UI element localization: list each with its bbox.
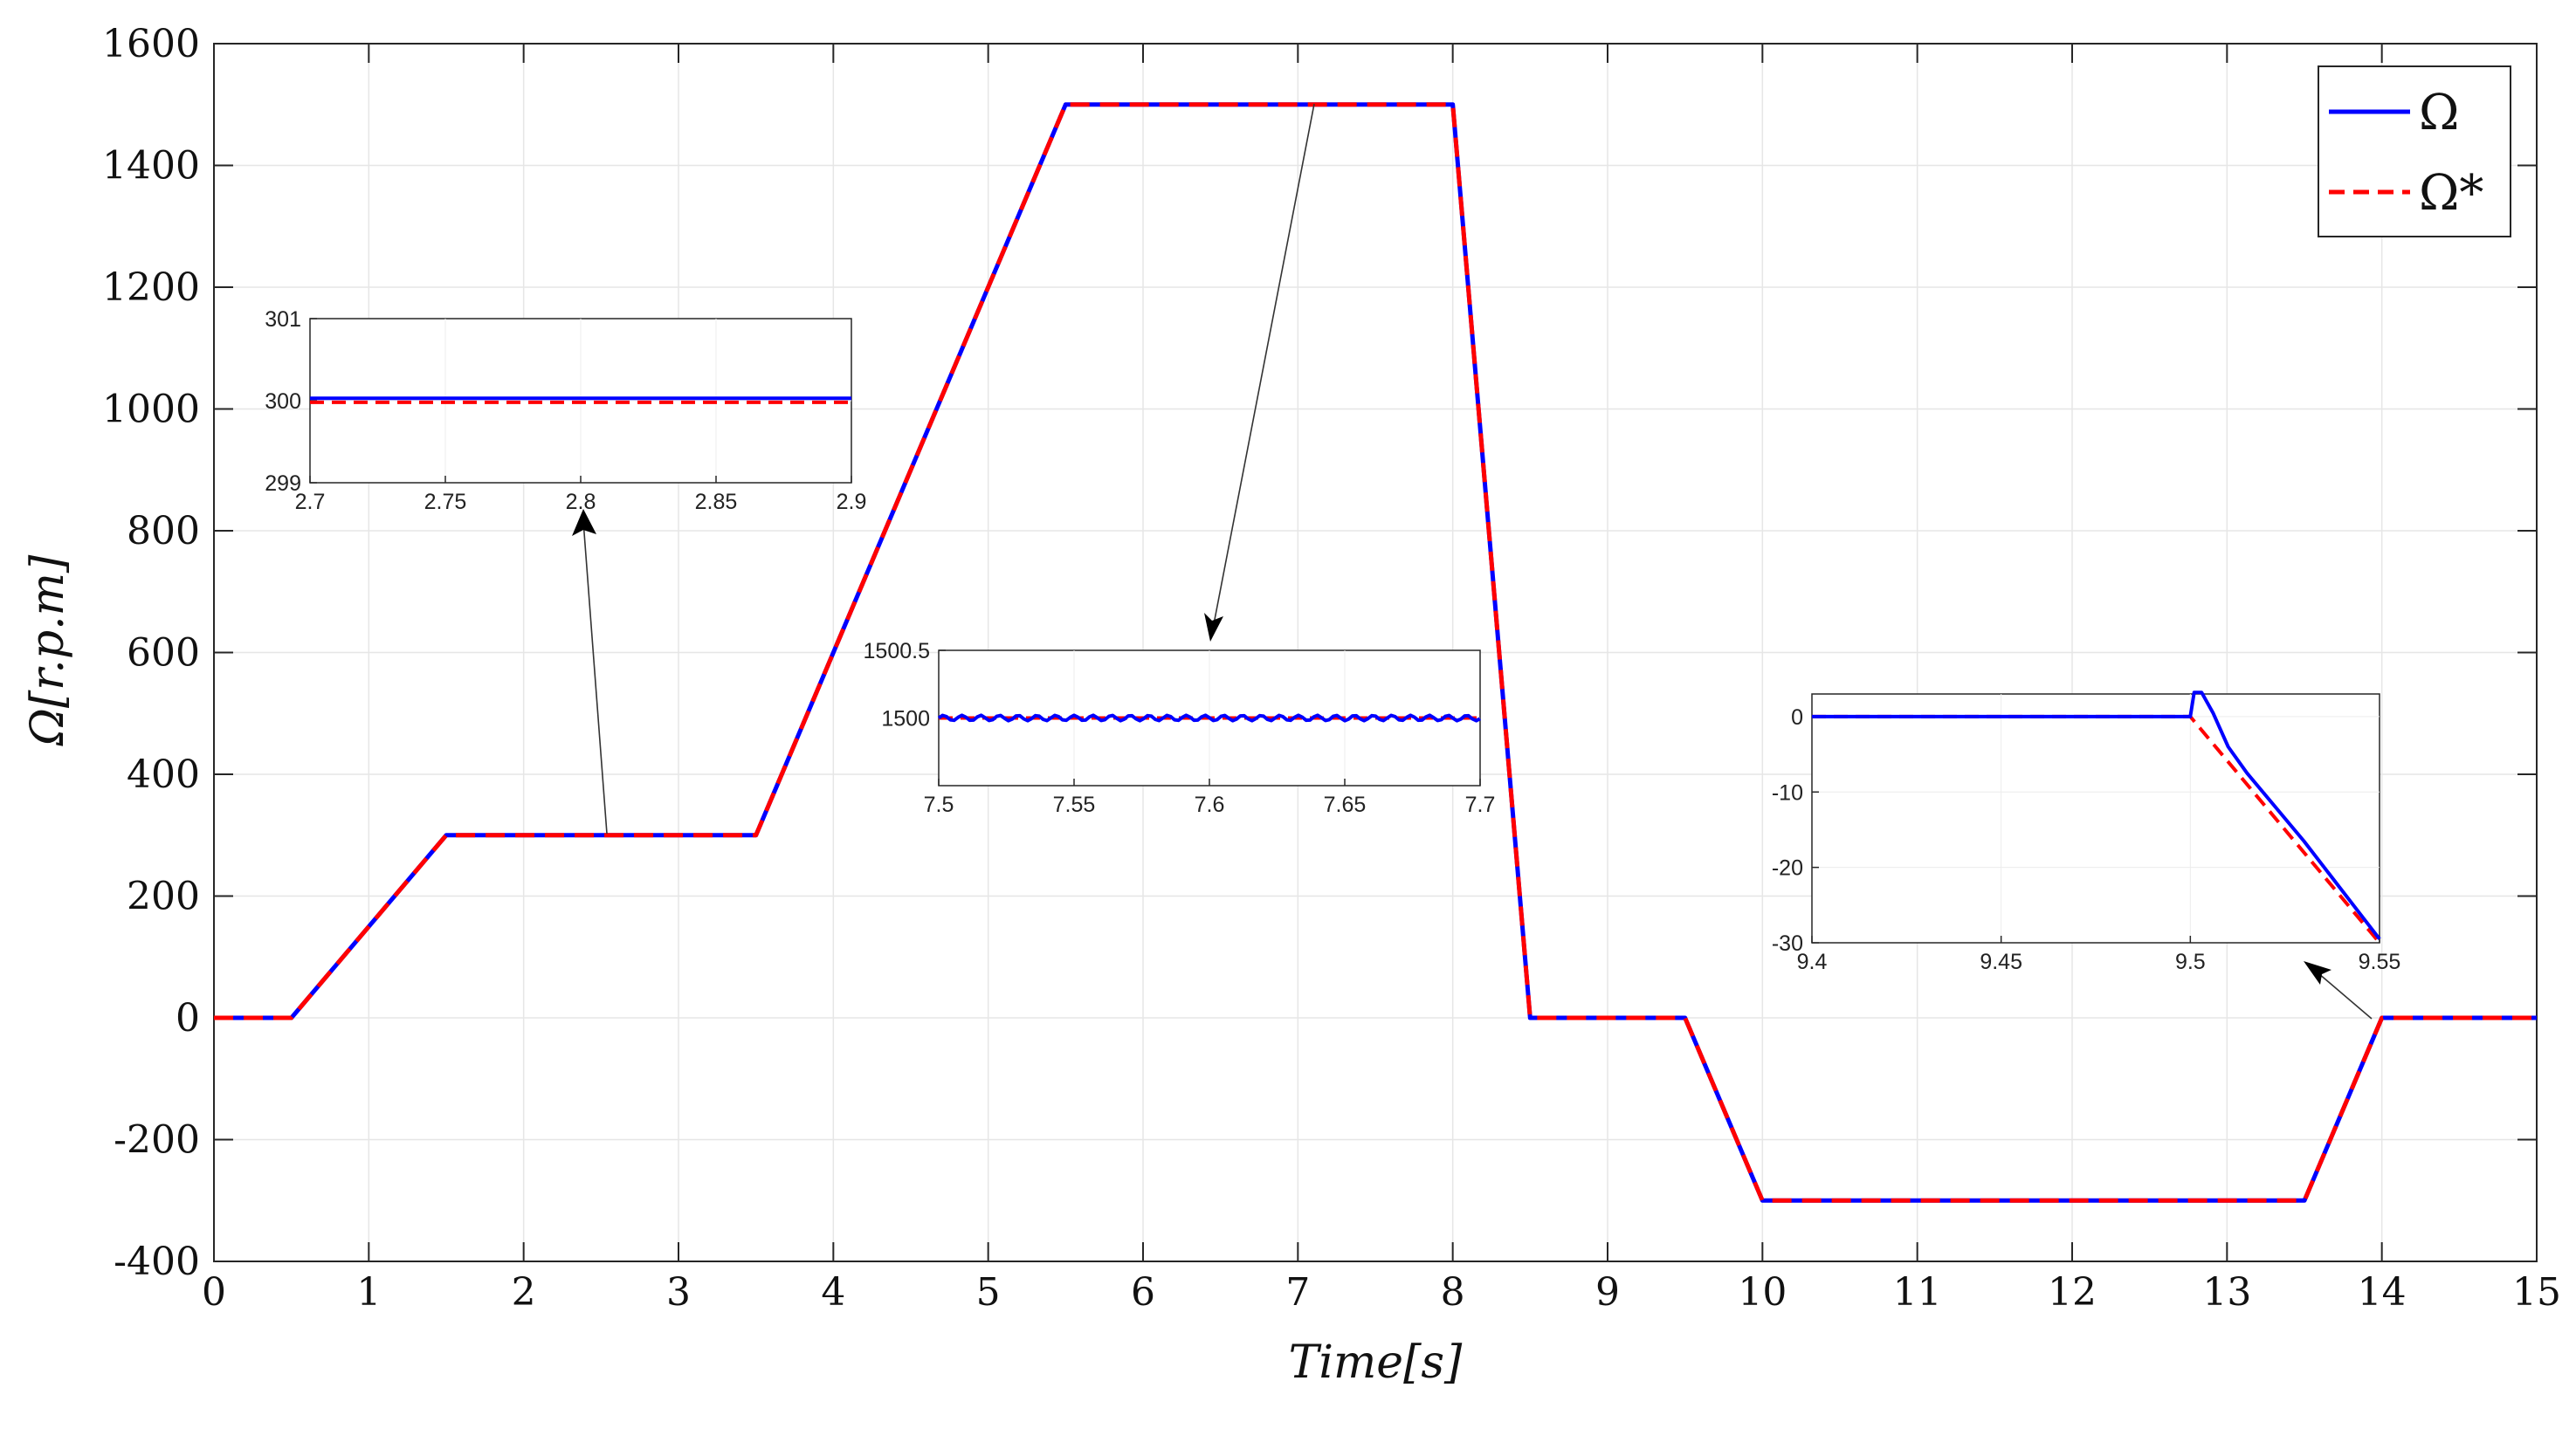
x-axis-label: Time[s] bbox=[1289, 1336, 1463, 1389]
inset-x-tick-label: 7.65 bbox=[1324, 793, 1367, 817]
inset-x-tick-label: 7.7 bbox=[1465, 793, 1496, 817]
inset-2: 7.5 7.55 7.6 7.65 7.7 1500 1500.5 bbox=[864, 639, 1496, 817]
x-tick-label: 3 bbox=[666, 1270, 691, 1315]
x-tick-label: 11 bbox=[1893, 1270, 1942, 1315]
x-tick-label: 14 bbox=[2358, 1270, 2407, 1315]
x-tick-label: 7 bbox=[1285, 1270, 1310, 1315]
inset-x-tick-label: 9.45 bbox=[1980, 950, 2022, 974]
inset-x-tick-label: 9.4 bbox=[1797, 950, 1828, 974]
inset-y-tick-label: 300 bbox=[265, 389, 301, 414]
x-tick-label: 4 bbox=[821, 1270, 845, 1315]
arrow-line-inset-2 bbox=[1213, 103, 1315, 625]
x-tick-label: 5 bbox=[976, 1270, 1001, 1315]
arrow-line-inset-3 bbox=[2318, 972, 2373, 1020]
inset-y-tick-label: 301 bbox=[265, 307, 301, 332]
y-tick-label: -200 bbox=[114, 1118, 200, 1163]
inset-plot-area bbox=[1811, 693, 2380, 944]
x-tick-label: 6 bbox=[1131, 1270, 1155, 1315]
main-series bbox=[214, 102, 2537, 1203]
legend-box bbox=[2318, 65, 2511, 237]
y-tick-label: -400 bbox=[114, 1240, 200, 1284]
x-tick-label: 0 bbox=[202, 1270, 226, 1315]
inset-x-tick-label: 7.55 bbox=[1053, 793, 1096, 817]
inset-x-tick-label: 2.85 bbox=[695, 490, 738, 514]
inset-y-tick-label: -10 bbox=[1772, 780, 1803, 805]
y-tick-label: 800 bbox=[127, 509, 200, 553]
x-tick-label: 2 bbox=[512, 1270, 536, 1315]
inset-1: 2.7 2.75 2.8 2.85 2.9 299 300 301 bbox=[265, 307, 866, 514]
annotations bbox=[572, 103, 2373, 1020]
inset-x-tick-label: 9.55 bbox=[2359, 950, 2401, 974]
inset-series-omega bbox=[937, 713, 1481, 723]
x-tick-label: 13 bbox=[2202, 1270, 2251, 1315]
y-tick-label: 1600 bbox=[102, 22, 200, 66]
series-omega-ref bbox=[214, 102, 2537, 1203]
inset-y-tick-label: 1500 bbox=[881, 707, 930, 732]
x-tick-label: 9 bbox=[1595, 1270, 1620, 1315]
y-axis-label: Ω[r.p.m] bbox=[22, 554, 74, 746]
inset-x-tick-label: 2.9 bbox=[837, 490, 867, 514]
arrow-head-inset-3 bbox=[2304, 961, 2331, 985]
legend-label-0: Ω bbox=[2419, 85, 2459, 141]
inset-y-tick-label: 0 bbox=[1791, 705, 1803, 730]
legend-label-1: Ω* bbox=[2419, 165, 2483, 222]
inset-x-tick-label: 7.5 bbox=[924, 793, 954, 817]
inset-x-tick-label: 9.5 bbox=[2175, 950, 2206, 974]
y-tick-label: 1000 bbox=[102, 388, 200, 432]
inset-x-tick-label: 2.8 bbox=[566, 490, 596, 514]
inset-y-tick-label: 299 bbox=[265, 471, 301, 496]
y-tick-label: 400 bbox=[127, 752, 200, 797]
arrow-head-inset-2 bbox=[1204, 613, 1223, 642]
y-tick-label: 200 bbox=[127, 875, 200, 919]
inset-x-tick-label: 2.75 bbox=[424, 490, 467, 514]
inset-x-tick-label: 7.6 bbox=[1195, 793, 1225, 817]
y-tick-label: 600 bbox=[127, 631, 200, 676]
x-tick-label: 10 bbox=[1738, 1270, 1787, 1315]
y-tick-label: 1200 bbox=[102, 265, 200, 310]
x-tick-label: 15 bbox=[2512, 1270, 2561, 1315]
legend: Ω Ω* bbox=[2318, 65, 2511, 237]
y-tick-label: 1400 bbox=[102, 144, 200, 189]
y-tick-label: 0 bbox=[176, 996, 200, 1041]
arrow-line-inset-1 bbox=[582, 520, 608, 835]
main-ticks: 0 1 2 3 4 5 6 7 8 9 10 11 12 13 14 15-400-2000200400600… bbox=[102, 22, 2561, 1315]
inset-y-tick-label: -20 bbox=[1772, 856, 1803, 881]
inset-y-tick-label: -30 bbox=[1772, 931, 1803, 956]
inset-3: 9.4 9.45 9.5 9.55 -30 -20 -10 0 bbox=[1772, 690, 2401, 974]
inset-x-tick-label: 2.7 bbox=[295, 490, 326, 514]
x-tick-label: 8 bbox=[1441, 1270, 1465, 1315]
inset-y-tick-label: 1500.5 bbox=[864, 639, 930, 663]
inset-series-omega bbox=[1812, 690, 2381, 940]
x-tick-label: 12 bbox=[2048, 1270, 2097, 1315]
arrow-head-inset-1 bbox=[572, 509, 596, 536]
x-tick-label: 1 bbox=[356, 1270, 381, 1315]
